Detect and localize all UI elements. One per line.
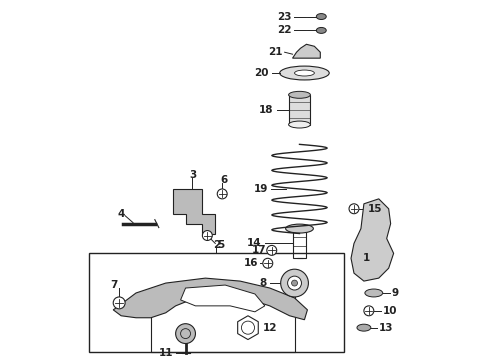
Ellipse shape — [289, 91, 310, 98]
Text: 3: 3 — [189, 170, 196, 180]
Text: 1: 1 — [363, 253, 370, 263]
Circle shape — [217, 189, 227, 199]
Polygon shape — [181, 285, 265, 312]
Circle shape — [368, 257, 380, 269]
Text: 13: 13 — [379, 323, 393, 333]
Polygon shape — [113, 278, 307, 320]
Text: 21: 21 — [268, 47, 283, 57]
Circle shape — [267, 246, 277, 255]
Text: 17: 17 — [252, 246, 267, 255]
Ellipse shape — [280, 66, 329, 80]
Ellipse shape — [294, 70, 315, 76]
Text: 6: 6 — [220, 175, 228, 185]
Bar — [289, 95, 310, 125]
Ellipse shape — [317, 14, 326, 19]
Text: 8: 8 — [260, 278, 267, 288]
Text: 19: 19 — [253, 184, 268, 194]
Text: 14: 14 — [247, 238, 262, 248]
Circle shape — [175, 324, 196, 343]
Text: 11: 11 — [159, 348, 173, 359]
Text: 12: 12 — [263, 323, 277, 333]
Bar — [151, 296, 294, 352]
Circle shape — [292, 280, 297, 286]
Ellipse shape — [286, 224, 314, 233]
Polygon shape — [351, 199, 393, 281]
Text: 20: 20 — [254, 68, 269, 78]
Circle shape — [113, 297, 125, 309]
Text: 4: 4 — [118, 209, 125, 219]
Circle shape — [281, 269, 308, 297]
Text: 18: 18 — [259, 105, 274, 115]
Ellipse shape — [365, 289, 383, 297]
Bar — [293, 229, 306, 258]
Circle shape — [190, 201, 196, 207]
Circle shape — [366, 216, 382, 231]
Text: 15: 15 — [368, 204, 382, 214]
Polygon shape — [172, 189, 215, 234]
Circle shape — [364, 306, 374, 316]
Ellipse shape — [317, 27, 326, 33]
Circle shape — [186, 197, 199, 211]
Circle shape — [263, 258, 273, 268]
Ellipse shape — [289, 121, 310, 128]
Polygon shape — [293, 44, 320, 58]
Text: 23: 23 — [277, 12, 292, 22]
Text: 9: 9 — [392, 288, 399, 298]
Circle shape — [202, 230, 212, 240]
Text: 16: 16 — [244, 258, 258, 268]
Bar — [90, 253, 344, 352]
Ellipse shape — [357, 324, 371, 331]
Text: 22: 22 — [277, 26, 292, 35]
Circle shape — [349, 204, 359, 214]
Text: 7: 7 — [111, 280, 118, 290]
Text: 10: 10 — [383, 306, 397, 316]
Text: 5: 5 — [217, 240, 224, 251]
Circle shape — [288, 276, 301, 290]
Text: 2: 2 — [213, 240, 220, 251]
Polygon shape — [238, 316, 258, 339]
